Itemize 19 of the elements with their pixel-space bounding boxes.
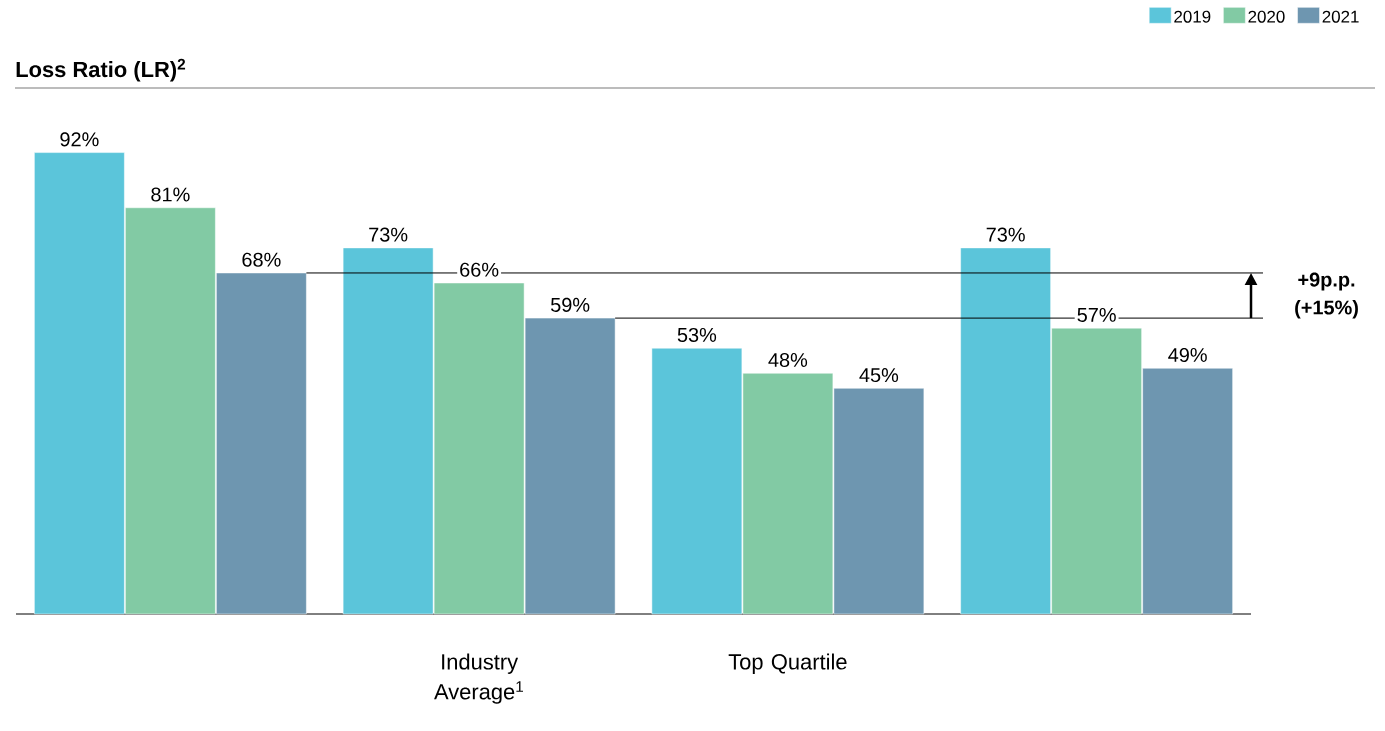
legend-label: 2021 [1322,10,1359,23]
data-label: 49% [1168,347,1207,363]
legend-label: 2019 [1174,10,1211,23]
data-label: 48% [768,352,808,368]
text: +9p.p. (+15%) [1295,272,1358,319]
x-tick-label: Top Quartile [728,653,847,674]
data-label: 73% [369,227,408,242]
data-label: 53% [677,327,717,342]
data-label: 66% [460,262,499,277]
data-label: 81% [151,187,190,202]
legend-label: 2020 [1248,10,1285,23]
data-label: 73% [986,227,1025,242]
data-label: 68% [242,252,281,267]
x-tick-label: Industry Average$^{1}$ [434,653,524,704]
data-label: 59% [550,297,590,312]
chart-title: Loss Ratio (LR)$^{2}$ [16,58,186,82]
data-label: 57% [1077,307,1116,322]
data-label: 92% [60,132,99,147]
data-label: 45% [859,368,899,383]
